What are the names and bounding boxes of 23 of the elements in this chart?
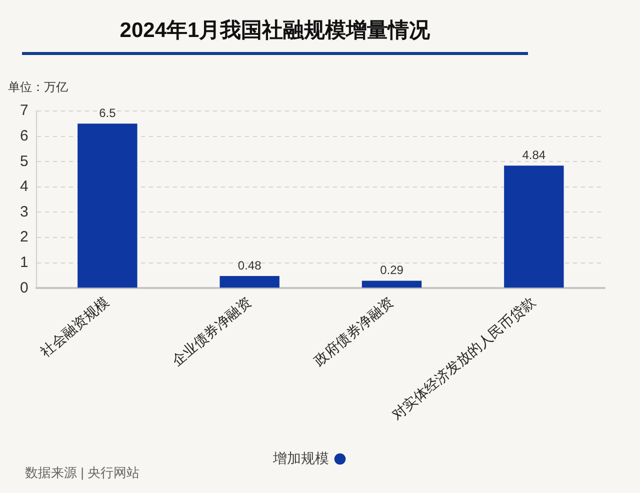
bar bbox=[504, 166, 564, 288]
data-label: 6.5 bbox=[99, 106, 116, 120]
source-note: 数据来源 | 央行网站 bbox=[25, 464, 140, 482]
legend-label: 增加规模 bbox=[272, 450, 329, 466]
y-tick-label: 2 bbox=[20, 228, 28, 246]
data-label: 0.48 bbox=[238, 258, 262, 272]
bar bbox=[220, 276, 280, 288]
chart-title: 2024年1月我国社融规模增量情况 bbox=[118, 18, 432, 44]
x-tick-label: 企业债券净融资 bbox=[168, 294, 254, 369]
y-tick-label: 6 bbox=[20, 127, 28, 144]
x-tick-label: 社会融资规模 bbox=[37, 294, 112, 360]
bar bbox=[362, 280, 422, 288]
data-label: 4.84 bbox=[522, 148, 546, 162]
y-tick-label: 0 bbox=[20, 279, 28, 296]
y-tick-label: 3 bbox=[20, 203, 28, 220]
x-tick-label: 政府债券净融资 bbox=[310, 294, 396, 369]
y-tick-label: 5 bbox=[20, 152, 28, 170]
bar bbox=[78, 124, 138, 288]
y-tick-label: 1 bbox=[20, 254, 28, 271]
y-tick-label: 7 bbox=[20, 102, 28, 120]
y-axis-title: 单位：万亿 bbox=[8, 79, 68, 96]
data-label: 0.29 bbox=[380, 263, 404, 278]
y-tick-label: 4 bbox=[20, 178, 28, 196]
